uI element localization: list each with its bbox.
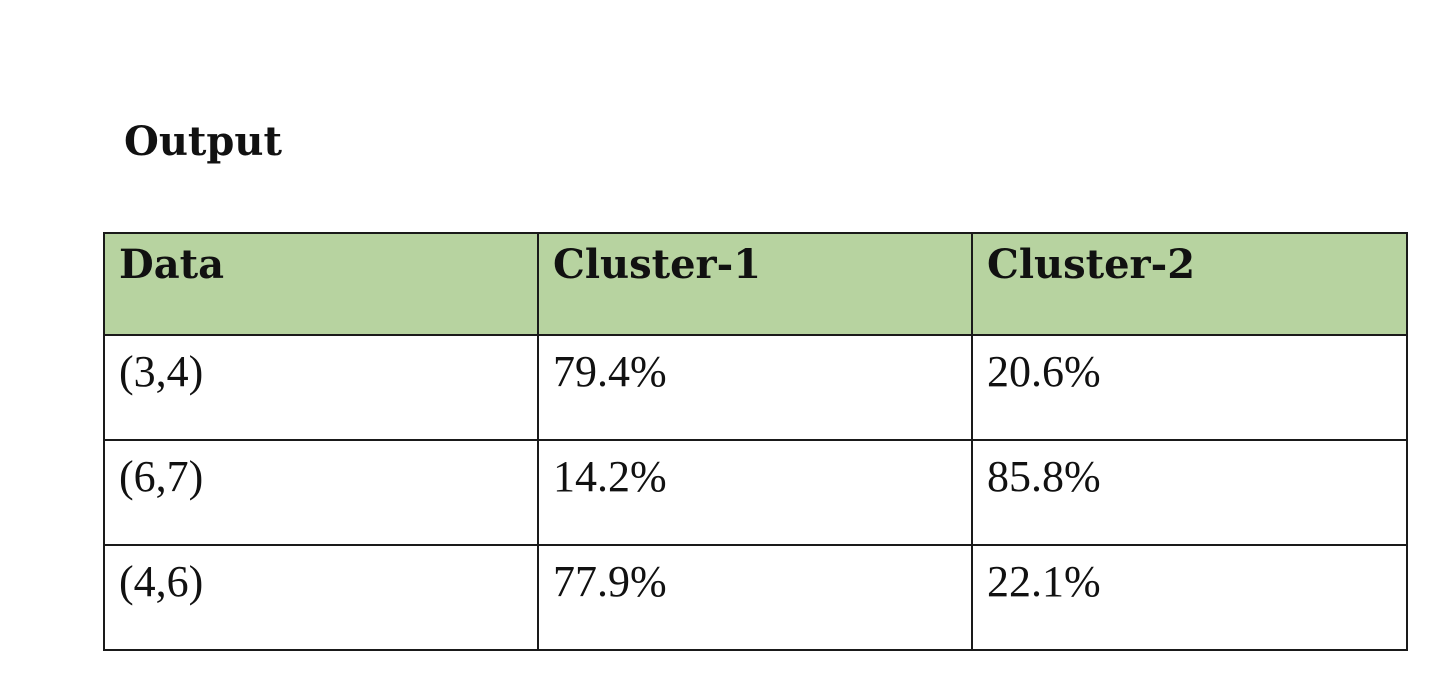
- table-row: (6,7) 14.2% 85.8%: [103, 439, 1408, 546]
- column-header-data: Data: [103, 232, 539, 336]
- data-point-cell: (4,6): [103, 544, 539, 651]
- cluster-2-cell: 85.8%: [971, 439, 1408, 546]
- cluster-2-cell: 20.6%: [971, 334, 1408, 441]
- column-header-cluster-2: Cluster-2: [971, 232, 1408, 336]
- table-row: (4,6) 77.9% 22.1%: [103, 544, 1408, 651]
- data-point-cell: (3,4): [103, 334, 539, 441]
- table-header-row: Data Cluster-1 Cluster-2: [103, 232, 1408, 336]
- cluster-1-cell: 79.4%: [537, 334, 973, 441]
- data-point-cell: (6,7): [103, 439, 539, 546]
- cluster-membership-table: Data Cluster-1 Cluster-2 (3,4) 79.4% 20.…: [103, 232, 1408, 651]
- cluster-2-cell: 22.1%: [971, 544, 1408, 651]
- section-heading: Output: [124, 118, 282, 165]
- table-row: (3,4) 79.4% 20.6%: [103, 334, 1408, 441]
- column-header-cluster-1: Cluster-1: [537, 232, 973, 336]
- cluster-1-cell: 14.2%: [537, 439, 973, 546]
- cluster-1-cell: 77.9%: [537, 544, 973, 651]
